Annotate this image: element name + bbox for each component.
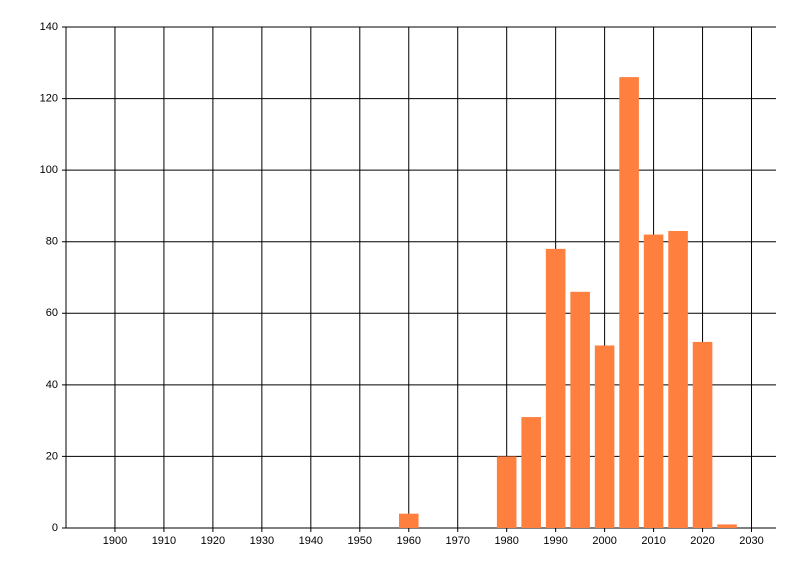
x-tick-label: 1940 — [299, 535, 323, 547]
bar — [717, 524, 737, 528]
y-tick-label: 0 — [52, 522, 58, 534]
x-tick-label: 2000 — [592, 535, 616, 547]
x-tick-label: 1950 — [348, 535, 372, 547]
x-tick-label: 1900 — [103, 535, 127, 547]
x-tick-label: 1990 — [543, 535, 567, 547]
bar — [545, 248, 566, 528]
y-tick-label: 120 — [40, 92, 58, 104]
bar — [398, 513, 419, 528]
x-tick-label: 2010 — [641, 535, 665, 547]
y-tick-label: 60 — [46, 307, 58, 319]
y-tick-label: 100 — [40, 164, 58, 176]
bar — [521, 417, 541, 528]
bar — [668, 230, 688, 528]
x-tick-label: 1960 — [397, 535, 421, 547]
x-tick-label: 1970 — [445, 535, 469, 547]
y-tick-label: 80 — [46, 236, 58, 248]
x-tick-label: 1910 — [152, 535, 176, 547]
x-tick-label: 2030 — [739, 535, 763, 547]
y-tick-label: 140 — [40, 21, 58, 33]
bar — [643, 234, 664, 529]
bar — [594, 345, 615, 528]
bar — [619, 77, 639, 528]
bar — [570, 291, 590, 528]
y-tick-label: 40 — [46, 379, 58, 391]
x-tick-label: 1980 — [494, 535, 518, 547]
x-tick-label: 2020 — [690, 535, 714, 547]
y-tick-label: 20 — [46, 450, 58, 462]
bar — [496, 456, 517, 528]
x-tick-label: 1930 — [250, 535, 274, 547]
x-tick-label: 1920 — [201, 535, 225, 547]
bar — [692, 341, 713, 528]
